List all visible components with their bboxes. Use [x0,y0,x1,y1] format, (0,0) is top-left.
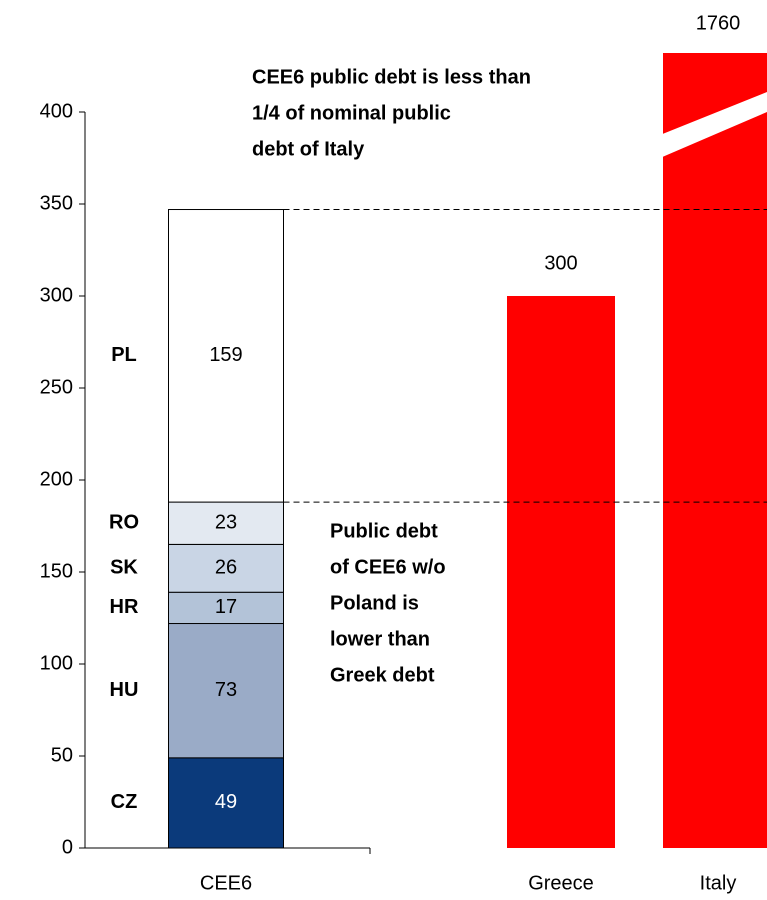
x-tick-label: Italy [700,872,737,894]
value-label: 300 [544,252,577,274]
y-tick-label: 200 [40,468,73,490]
bar [507,296,615,848]
annotation: of CEE6 w/o [330,556,446,578]
segment-label: 159 [209,344,242,366]
segment-label: 17 [215,596,237,618]
annotation: Poland is [330,592,419,614]
segment-label: 26 [215,557,237,579]
annotation: lower than [330,628,430,650]
y-tick-label: 150 [40,560,73,582]
y-tick-label: 350 [40,192,73,214]
y-tick-label: 50 [51,744,73,766]
value-label: 1760 [696,12,741,34]
annotation: 1/4 of nominal public [252,102,451,124]
bar [663,53,767,848]
y-tick-label: 0 [62,836,73,858]
segment-name: PL [111,344,137,366]
y-tick-label: 300 [40,284,73,306]
segment-name: HR [110,596,139,618]
y-tick-label: 400 [40,100,73,122]
bar [168,623,284,759]
x-tick-label: Greece [528,872,594,894]
bar [168,501,284,545]
segment-label: 23 [215,512,237,534]
y-tick-label: 250 [40,376,73,398]
x-tick-label: CEE6 [200,872,252,894]
bars [168,53,767,849]
annotation: debt of Italy [252,138,365,160]
segment-name: HU [110,679,139,701]
annotation: Greek debt [330,664,435,686]
annotation: Public debt [330,520,438,542]
bar [168,209,284,503]
segment-label: 49 [215,791,237,813]
bar [168,757,284,849]
axis-break [660,92,767,158]
segment-name: SK [110,557,138,579]
segment-label: 73 [215,679,237,701]
segment-name: CZ [111,791,138,813]
segment-name: RO [109,512,139,534]
bar [168,543,284,593]
y-tick-label: 100 [40,652,73,674]
annotation: CEE6 public debt is less than [252,66,531,88]
